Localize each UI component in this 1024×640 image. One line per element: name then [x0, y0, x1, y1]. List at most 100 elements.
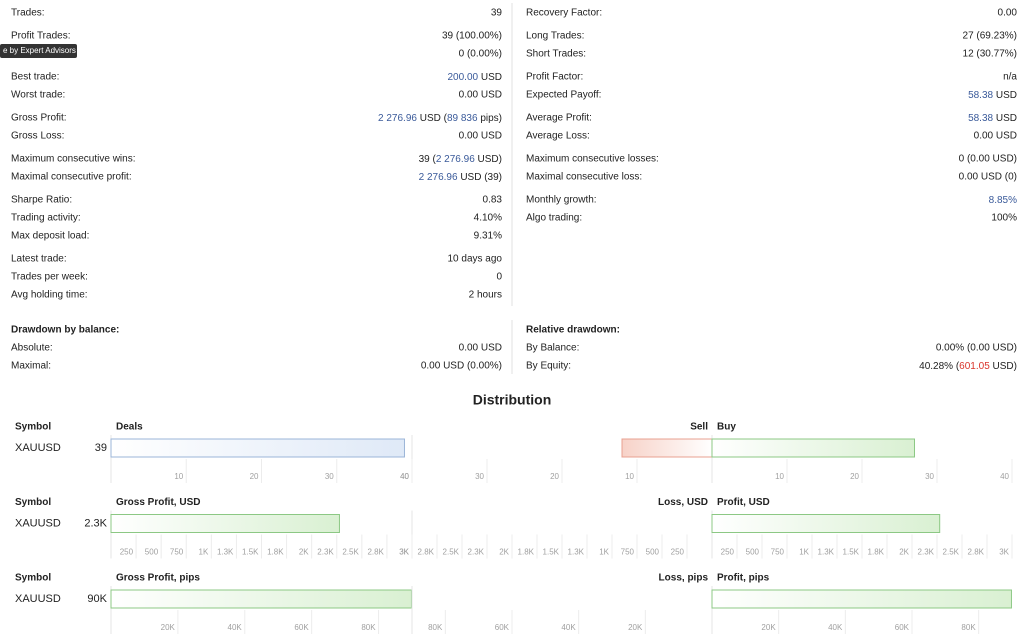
stat-value: 40.28% (601.05 USD): [919, 361, 1017, 372]
chart-title: Loss, pips: [659, 573, 709, 584]
stat-value: 2 276.96 USD (89 836 pips): [378, 113, 502, 124]
tick-label: 1K: [599, 548, 609, 557]
tick-label: 250: [671, 548, 685, 557]
stat-value: 58.38 USD: [968, 90, 1017, 101]
tick-label: 60K: [495, 623, 510, 632]
stat-value: 8.85%: [989, 195, 1017, 206]
tick-label: 1K: [199, 548, 209, 557]
bar: [621, 438, 713, 458]
bar: [110, 589, 412, 609]
tick-label: 10: [775, 472, 784, 481]
tooltip-text: e by Expert Advisors: [3, 46, 76, 55]
value-highlight: 2 276.96: [378, 113, 417, 124]
stat-value: 0 (0.00 USD): [959, 154, 1017, 165]
stat-value: 39 (2 276.96 USD): [419, 154, 502, 165]
symbol: XAUUSD: [15, 593, 61, 605]
tick-label: 250: [120, 548, 134, 557]
stat-label: Maximal consecutive profit:: [11, 172, 132, 183]
stat-label: Sharpe Ratio:: [11, 195, 72, 206]
stat-label: Algo trading:: [526, 213, 582, 224]
value-part: USD (: [417, 113, 448, 124]
tick-label: 2K: [299, 548, 309, 557]
value-highlight: 601.05: [959, 361, 990, 372]
stat-value: 4.10%: [474, 213, 502, 224]
tick-label: 20K: [161, 623, 176, 632]
stat-value: 2 276.96 USD (39): [419, 172, 502, 183]
stat-value: 0.00 USD: [459, 343, 502, 354]
value-part: 39 (: [419, 154, 437, 165]
value-part: USD: [993, 90, 1017, 101]
stat-value: 0.00 USD: [974, 131, 1017, 142]
tick-label: 2.3K: [918, 548, 935, 557]
tick-label: 500: [145, 548, 159, 557]
tick-label: 60K: [294, 623, 309, 632]
value-highlight: 2 276.96: [419, 172, 458, 183]
stat-value: 39: [491, 8, 503, 19]
value-part: USD: [993, 113, 1017, 124]
stat-value: n/a: [1003, 72, 1017, 83]
stat-label: Monthly growth:: [526, 195, 597, 206]
tick-label: 10: [625, 472, 634, 481]
tick-label: 40: [1000, 472, 1009, 481]
tick-label: 40: [400, 472, 409, 481]
chart-title: Sell: [690, 422, 708, 433]
tick-label: 1.3K: [818, 548, 835, 557]
symbol: XAUUSD: [15, 517, 61, 529]
stat-label: Profit Factor:: [526, 72, 583, 83]
tooltip-box: [0, 44, 77, 58]
stat-label: Long Trades:: [526, 31, 584, 42]
tick-label: 750: [170, 548, 184, 557]
chart-title: Deals: [116, 422, 143, 433]
symbol-total: 2.3K: [84, 517, 107, 529]
tick-label: 2.5K: [943, 548, 960, 557]
stat-label: Average Loss:: [526, 131, 590, 142]
tick-label: 1.5K: [543, 548, 560, 557]
tick-label: 30: [475, 472, 484, 481]
stat-value: 10 days ago: [448, 254, 503, 265]
value-highlight: 8.85%: [989, 195, 1017, 206]
chart-title: Gross Profit, pips: [116, 573, 200, 584]
tick-label: 2.8K: [968, 548, 985, 557]
tooltip: e by Expert Advisors: [0, 44, 77, 58]
stat-value: 100%: [991, 213, 1017, 224]
tick-label: 2.8K: [418, 548, 435, 557]
stat-label: Best trade:: [11, 72, 59, 83]
stat-label: Maximal consecutive loss:: [526, 172, 642, 183]
stat-value: 0.83: [483, 195, 503, 206]
tick-label: 250: [721, 548, 735, 557]
tick-label: 60K: [895, 623, 910, 632]
stat-label: Recovery Factor:: [526, 8, 602, 19]
stat-value: 200.00 USD: [448, 72, 503, 83]
stat-label: Latest trade:: [11, 254, 67, 265]
stat-label: Maximum consecutive wins:: [11, 154, 135, 165]
drawdown-title: Relative drawdown:: [526, 325, 620, 336]
stat-value: 0.00 USD: [459, 131, 502, 142]
tick-label: 2.3K: [468, 548, 485, 557]
value-part: 40.28% (: [919, 361, 960, 372]
tick-label: 750: [621, 548, 635, 557]
stat-value: 9.31%: [474, 231, 502, 242]
tick-label: 1K: [799, 548, 809, 557]
tick-label: 1.3K: [568, 548, 585, 557]
tick-label: 80K: [361, 623, 376, 632]
tick-label: 500: [746, 548, 760, 557]
tick-label: 500: [646, 548, 660, 557]
tick-label: 1.5K: [242, 548, 259, 557]
value-part: USD: [478, 72, 502, 83]
tick-label: 3K: [399, 548, 409, 557]
tick-label: 1.8K: [267, 548, 284, 557]
stat-value: 12 (30.77%): [963, 49, 1017, 60]
bar: [110, 438, 405, 458]
value-highlight: 200.00: [448, 72, 479, 83]
stat-value: 0.00 USD: [459, 90, 502, 101]
tick-label: 750: [771, 548, 785, 557]
tick-label: 30: [925, 472, 934, 481]
stat-value: 39 (100.00%): [442, 31, 502, 42]
stat-label: Gross Loss:: [11, 131, 64, 142]
value-part: USD (39): [458, 172, 502, 183]
symbol-header: Symbol: [15, 573, 51, 584]
tick-label: 2.8K: [367, 548, 384, 557]
tick-label: 40: [400, 472, 409, 481]
chart-title: Profit, pips: [717, 573, 770, 584]
stat-value: 0: [496, 272, 502, 283]
